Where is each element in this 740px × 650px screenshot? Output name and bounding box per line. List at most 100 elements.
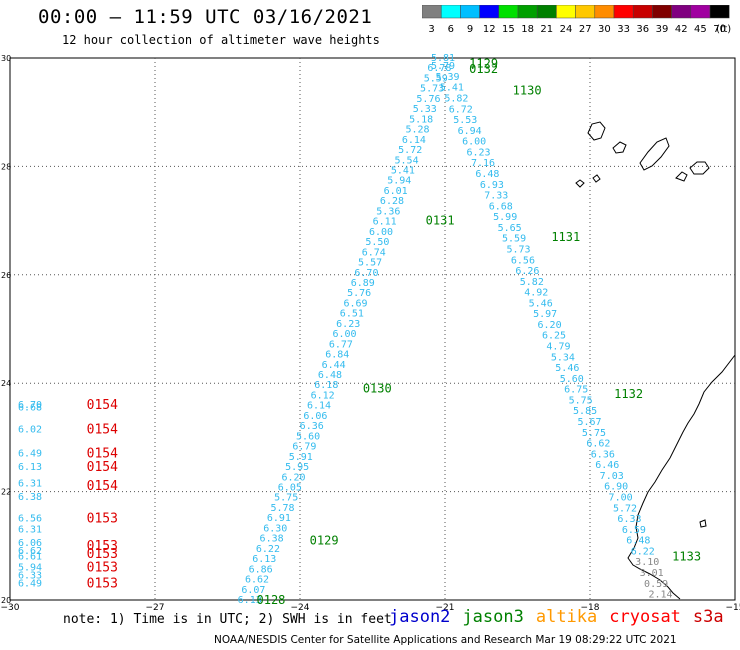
satellite-jason3: jason3 — [462, 607, 524, 627]
y-tick-label: 22 — [1, 488, 11, 497]
colorbar-label: 33 — [617, 24, 630, 35]
swh-value: 6.26 — [515, 266, 539, 277]
swh-value: 6.74 — [362, 247, 386, 258]
swh-value: 6.36 — [591, 449, 615, 460]
swh-value: 6.14 — [402, 135, 426, 146]
swh-value: 6.20 — [538, 320, 562, 331]
swh-value: 5.39 — [435, 72, 459, 83]
swh-value: 6.72 — [449, 104, 473, 115]
swh-value: 6.48 — [626, 536, 650, 547]
island-outline — [639, 137, 670, 171]
swh-value: 6.68 — [489, 201, 513, 212]
colorbar-label: 18 — [521, 24, 534, 35]
swh-value: 6.62 — [245, 575, 269, 586]
swh-value: 5.59 — [502, 234, 526, 245]
pass-time-label: 0154 — [87, 422, 118, 437]
swh-value: 5.50 — [365, 237, 389, 248]
swh-value: 6.70 — [18, 400, 42, 411]
swh-value: 5.97 — [533, 309, 557, 320]
y-tick-label: 24 — [1, 379, 11, 388]
swh-value: 2.14 — [649, 590, 673, 601]
swh-value: 5.65 — [498, 223, 522, 234]
footer-note: note: 1) Time is in UTC; 2) SWH is in fe… — [63, 612, 392, 627]
x-tick-label: −18 — [581, 603, 600, 610]
swh-value: 5.85 — [573, 406, 597, 417]
x-tick-label: −27 — [146, 603, 165, 610]
pass-time-label: 0153 — [87, 577, 118, 592]
swh-value: 5.72 — [398, 145, 422, 156]
colorbar-label: 27 — [579, 24, 592, 35]
colorbar-label: 36 — [636, 24, 649, 35]
swh-value: 6.30 — [263, 523, 287, 534]
swh-value: 6.12 — [311, 390, 335, 401]
swh-value: 6.13 — [252, 554, 276, 565]
swh-value: 6.61 — [18, 552, 42, 563]
colorbar-label: 39 — [656, 24, 669, 35]
swh-value: 6.23 — [467, 147, 491, 158]
swh-value: 5.28 — [405, 125, 429, 136]
swh-value: 5.75 — [582, 428, 606, 439]
satellite-cryosat: cryosat — [609, 607, 681, 627]
swh-value: 7.16 — [471, 158, 495, 169]
swh-value: 5.75 — [569, 395, 593, 406]
swh-value: 6.75 — [564, 385, 588, 396]
swh-value: 5.60 — [560, 374, 584, 385]
swh-value: 5.36 — [376, 206, 400, 217]
swh-value: 6.00 — [369, 227, 393, 238]
x-tick-label: −30 — [1, 603, 20, 610]
swh-value: 5.95 — [285, 462, 309, 473]
swh-value: 6.38 — [260, 534, 284, 545]
coastline — [575, 121, 736, 600]
colorbar-label: 3 — [428, 24, 434, 35]
pass-time-label: 1130 — [513, 84, 542, 98]
y-tick-label: 28 — [1, 162, 11, 171]
africa-coastline — [627, 354, 736, 600]
swh-value: 6.68 — [18, 403, 42, 414]
swh-value: 6.79 — [292, 442, 316, 453]
pass-time-label: 0128 — [257, 593, 286, 607]
swh-value: 6.06 — [303, 411, 327, 422]
swh-value: 6.70 — [354, 268, 378, 279]
swh-value: 5.57 — [358, 258, 382, 269]
colorbar-label: 30 — [598, 24, 611, 35]
pass-time-label: 0154 — [87, 460, 118, 475]
swh-value: 3.01 — [640, 568, 664, 579]
swh-value: 5.82 — [520, 277, 544, 288]
island-outline — [699, 519, 707, 528]
colorbar-label: 45 — [694, 24, 707, 35]
swh-value: 6.07 — [241, 585, 265, 596]
color-scale-legend: 3 6 9 12 15 18 21 24 27 30 33 36 39 42 45 70(ft) — [422, 5, 731, 35]
swh-value: 5.41 — [391, 165, 415, 176]
swh-value: 6.62 — [18, 546, 42, 557]
swh-value: 6.59 — [622, 525, 646, 536]
swh-value: 6.00 — [462, 137, 486, 148]
swh-value: 6.56 — [18, 514, 42, 525]
pass-time-label: 1129 — [469, 56, 498, 70]
y-tick-label: 30 — [1, 54, 11, 63]
colorbar-swatch — [709, 5, 730, 19]
pass-time-label: 0153 — [87, 547, 118, 562]
swh-value: 6.33 — [617, 514, 641, 525]
swh-value: 5.94 — [387, 176, 411, 187]
swh-value: 6.13 — [238, 595, 262, 606]
swh-value: 5.53 — [453, 115, 477, 126]
satellite-altika: altika — [535, 607, 598, 627]
pass-time-label: 0153 — [87, 560, 118, 575]
pass-time-label: 0130 — [363, 382, 392, 396]
swh-value: 6.28 — [380, 196, 404, 207]
pass-time-label: 0154 — [87, 479, 118, 494]
swh-value: 3.10 — [635, 557, 659, 568]
satellite-s3a: s3a — [692, 607, 724, 627]
swh-value: 6.84 — [325, 350, 349, 361]
swh-value: 6.51 — [340, 309, 364, 320]
swh-value: 6.31 — [18, 478, 42, 489]
pass-time-label: 0132 — [469, 62, 498, 76]
pass-time-label: 0154 — [87, 447, 118, 462]
island-outline — [689, 161, 710, 175]
swh-value: 6.38 — [18, 492, 42, 503]
island-outline — [592, 174, 601, 183]
pass-time-label: 1133 — [672, 550, 701, 564]
swh-value: 6.48 — [475, 169, 499, 180]
swh-value: 6.11 — [373, 217, 397, 228]
swh-value: 5.46 — [555, 363, 579, 374]
